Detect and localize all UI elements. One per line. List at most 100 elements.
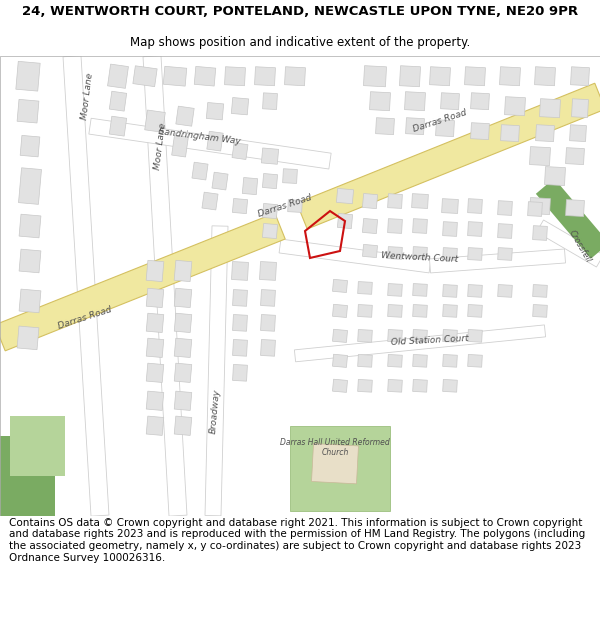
Polygon shape (497, 248, 512, 261)
Polygon shape (146, 416, 164, 436)
Polygon shape (358, 354, 373, 367)
Polygon shape (19, 249, 41, 272)
Text: Sandringham Way: Sandringham Way (158, 127, 242, 146)
Polygon shape (20, 136, 40, 157)
Polygon shape (232, 199, 248, 214)
Polygon shape (535, 67, 556, 86)
Polygon shape (464, 67, 485, 86)
Polygon shape (19, 168, 41, 204)
Polygon shape (262, 174, 278, 189)
Polygon shape (107, 64, 128, 88)
Text: Wentworth Court: Wentworth Court (381, 251, 459, 264)
Polygon shape (443, 248, 457, 261)
Polygon shape (412, 194, 428, 209)
Polygon shape (19, 289, 41, 312)
Polygon shape (467, 199, 482, 213)
Polygon shape (358, 329, 373, 342)
Polygon shape (440, 92, 460, 109)
Polygon shape (443, 304, 457, 318)
Polygon shape (566, 148, 584, 164)
Polygon shape (205, 226, 228, 516)
Polygon shape (174, 363, 192, 382)
Polygon shape (332, 379, 347, 392)
Polygon shape (311, 444, 358, 484)
Polygon shape (533, 226, 547, 241)
Polygon shape (539, 99, 560, 118)
Polygon shape (143, 56, 187, 516)
Polygon shape (362, 219, 377, 234)
Polygon shape (413, 284, 427, 296)
Polygon shape (260, 339, 275, 356)
Polygon shape (16, 61, 40, 91)
Polygon shape (133, 66, 157, 87)
Polygon shape (109, 91, 127, 111)
Polygon shape (536, 220, 600, 267)
Polygon shape (194, 66, 216, 86)
Polygon shape (443, 284, 457, 298)
Polygon shape (406, 118, 424, 134)
Polygon shape (17, 326, 39, 349)
Polygon shape (443, 354, 457, 367)
Polygon shape (443, 222, 457, 236)
Polygon shape (295, 325, 545, 362)
Polygon shape (146, 261, 164, 282)
Polygon shape (443, 379, 457, 392)
Polygon shape (388, 329, 403, 342)
Polygon shape (262, 148, 278, 164)
Polygon shape (530, 198, 550, 214)
Polygon shape (467, 354, 482, 367)
Polygon shape (527, 202, 542, 216)
Polygon shape (332, 354, 347, 367)
Text: Darras Road: Darras Road (257, 193, 313, 219)
Polygon shape (388, 219, 403, 233)
Polygon shape (332, 329, 347, 342)
Polygon shape (19, 214, 41, 238)
Polygon shape (388, 194, 403, 208)
Polygon shape (467, 248, 482, 261)
Polygon shape (233, 289, 247, 306)
Polygon shape (163, 66, 187, 86)
Polygon shape (146, 391, 164, 411)
Polygon shape (297, 83, 600, 229)
Polygon shape (232, 98, 248, 115)
Polygon shape (388, 247, 403, 259)
Polygon shape (470, 92, 490, 109)
Polygon shape (505, 97, 526, 116)
Polygon shape (388, 354, 403, 367)
Polygon shape (233, 314, 247, 331)
Text: Broadway: Broadway (209, 388, 221, 434)
Text: 24, WENTWORTH COURT, PONTELAND, NEWCASTLE UPON TYNE, NE20 9PR: 24, WENTWORTH COURT, PONTELAND, NEWCASTL… (22, 5, 578, 18)
Polygon shape (388, 284, 403, 296)
Polygon shape (262, 224, 278, 239)
Text: Darras Road: Darras Road (412, 108, 468, 134)
Polygon shape (146, 313, 164, 332)
Polygon shape (536, 125, 554, 142)
Text: Old Station Court: Old Station Court (391, 334, 469, 348)
Polygon shape (89, 118, 331, 169)
Polygon shape (233, 339, 247, 356)
Polygon shape (497, 224, 512, 238)
Polygon shape (362, 244, 377, 258)
Polygon shape (232, 262, 248, 281)
Polygon shape (242, 177, 257, 194)
Polygon shape (376, 118, 394, 134)
Polygon shape (174, 416, 192, 436)
Text: Darras Hall United Reformed
Church: Darras Hall United Reformed Church (280, 438, 390, 458)
Text: Moor Lane: Moor Lane (80, 72, 94, 120)
Polygon shape (337, 214, 353, 229)
Polygon shape (388, 379, 403, 392)
Polygon shape (500, 67, 520, 86)
Polygon shape (202, 192, 218, 210)
Text: Moor Lane: Moor Lane (152, 122, 167, 170)
Polygon shape (176, 106, 194, 126)
Polygon shape (572, 99, 589, 118)
Polygon shape (212, 173, 228, 190)
Polygon shape (430, 249, 566, 273)
Polygon shape (283, 169, 298, 183)
Polygon shape (224, 67, 245, 86)
Polygon shape (260, 289, 275, 306)
Polygon shape (364, 66, 386, 87)
Polygon shape (358, 282, 373, 294)
Polygon shape (0, 213, 285, 351)
Polygon shape (287, 200, 302, 212)
